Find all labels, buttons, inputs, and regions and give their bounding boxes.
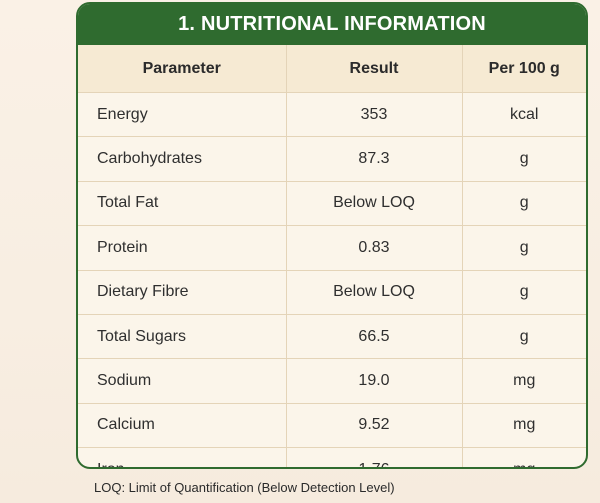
table-row: Carbohydrates 87.3 g xyxy=(78,136,586,182)
footnote: LOQ: Limit of Quantification (Below Dete… xyxy=(94,480,395,495)
table-row: Sodium 19.0 mg xyxy=(78,358,586,404)
table-row: Iron 1.76 mg xyxy=(78,447,586,467)
row-result: 9.52 xyxy=(286,403,463,449)
row-unit: g xyxy=(462,136,586,182)
row-unit: mg xyxy=(462,403,586,449)
row-result: 66.5 xyxy=(286,314,463,360)
row-parameter: Sodium xyxy=(78,358,287,404)
table-row: Dietary Fibre Below LOQ g xyxy=(78,270,586,315)
row-result: Below LOQ xyxy=(286,181,463,227)
row-parameter: Total Fat xyxy=(78,181,287,227)
row-unit: g xyxy=(462,181,586,227)
row-parameter: Carbohydrates xyxy=(78,136,287,182)
nutrition-table: Parameter Result Per 100 g Energy 353 kc… xyxy=(78,45,586,467)
table-row: Protein 0.83 g xyxy=(78,225,586,271)
header-unit: Per 100 g xyxy=(462,45,586,93)
row-result: 353 xyxy=(286,92,463,138)
row-parameter: Iron xyxy=(78,447,287,467)
table-header-row: Parameter Result Per 100 g xyxy=(78,45,586,93)
row-result: 19.0 xyxy=(286,358,463,404)
row-unit: g xyxy=(462,225,586,271)
row-parameter: Protein xyxy=(78,225,287,271)
row-unit: mg xyxy=(462,358,586,404)
nutrition-card: 1. NUTRITIONAL INFORMATION Parameter Res… xyxy=(76,2,588,469)
row-parameter: Dietary Fibre xyxy=(78,270,287,315)
row-result: Below LOQ xyxy=(286,270,463,315)
section-title: 1. NUTRITIONAL INFORMATION xyxy=(78,4,586,45)
row-parameter: Total Sugars xyxy=(78,314,287,360)
table-row: Total Sugars 66.5 g xyxy=(78,314,586,360)
row-unit: kcal xyxy=(462,92,586,138)
header-result: Result xyxy=(286,45,463,93)
row-parameter: Calcium xyxy=(78,403,287,449)
row-unit: g xyxy=(462,314,586,360)
table-row: Total Fat Below LOQ g xyxy=(78,181,586,227)
table-row: Energy 353 kcal xyxy=(78,92,586,138)
row-result: 87.3 xyxy=(286,136,463,182)
row-result: 0.83 xyxy=(286,225,463,271)
row-result: 1.76 xyxy=(286,447,463,467)
row-unit: mg xyxy=(462,448,586,467)
row-parameter: Energy xyxy=(78,92,287,138)
row-unit: g xyxy=(462,270,586,315)
table-row: Calcium 9.52 mg xyxy=(78,403,586,449)
header-parameter: Parameter xyxy=(78,45,287,93)
